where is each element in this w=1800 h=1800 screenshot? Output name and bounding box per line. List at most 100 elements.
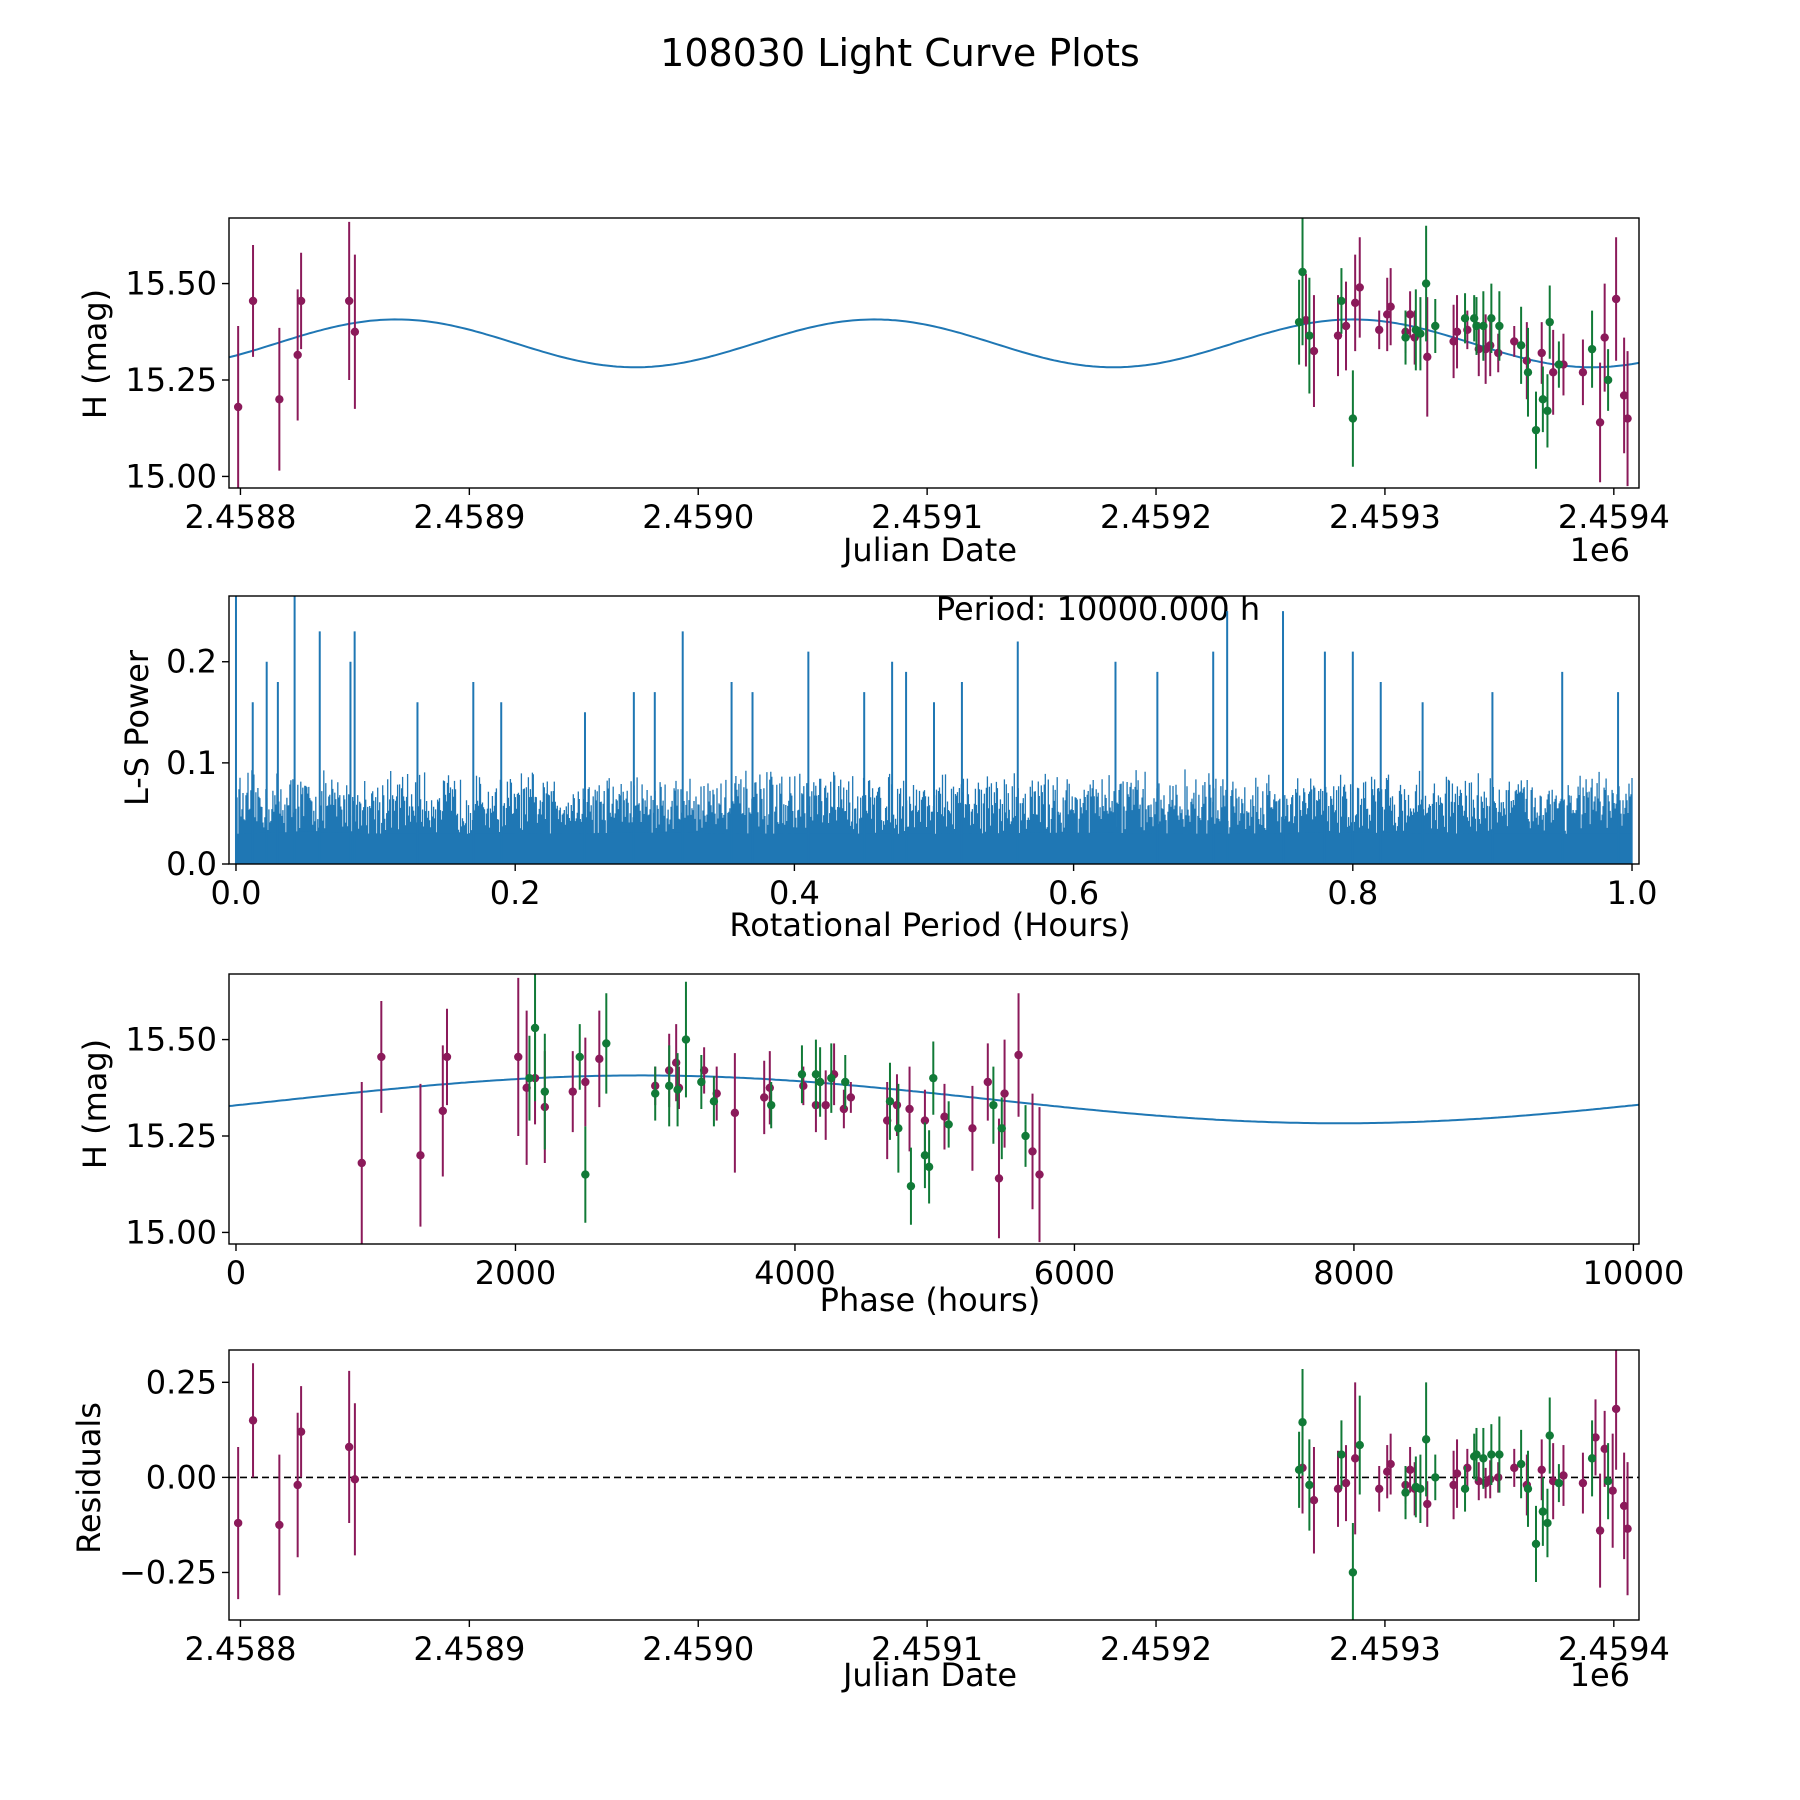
panel-light-curve-band-green-point-5 [1401, 333, 1410, 342]
panel-light-curve-band-purple-point-37 [1623, 414, 1632, 423]
panel-residuals-band-green-point-9 [1421, 1435, 1431, 1444]
panel-periodogram-frame [228, 595, 1640, 865]
panel-residuals-ytick-label-0: −0.25 [119, 1553, 217, 1591]
panel-phase-band-green-point-13 [797, 1070, 807, 1079]
panel-light-curve-band-green-point-24 [1603, 375, 1613, 385]
panel-phase-frame [228, 973, 1640, 1245]
panel-phase-band-green-point-0 [525, 1073, 534, 1083]
panel-residuals-band-purple-point-38 [1623, 1524, 1632, 1533]
panel-residuals-band-purple-point-19 [1449, 1480, 1458, 1490]
panel-phase-band-green-point-3 [575, 1052, 584, 1062]
panel-periodogram: Period: 10000.000 h Rotational Period (H… [118, 590, 1657, 944]
panel-phase-band-green-point-22 [924, 1162, 934, 1172]
panel-light-curve-band-purple-point-12 [1355, 283, 1364, 292]
panel-residuals-band-purple-point-31 [1578, 1478, 1588, 1488]
panel-periodogram-ytick-label-2: 0.2 [166, 643, 217, 681]
panel-light-curve: Julian Date H (mag) 1e6 2.4588 2.4589 2.45… [76, 217, 1670, 569]
panel-light-curve-band-green-point-1 [1298, 267, 1307, 277]
panel-light-curve-band-purple-point-9 [1333, 331, 1343, 340]
panel-residuals-band-purple-point-25 [1494, 1473, 1503, 1482]
panel-residuals-band-purple-point-6 [350, 1475, 360, 1484]
panel-phase-band-green-point-5 [602, 1039, 611, 1048]
panel-phase-band-purple-point-1 [377, 1052, 386, 1062]
panel-light-curve-band-green-point-7 [1416, 329, 1425, 338]
panel-residuals-xlabel: Julian Date [841, 1656, 1017, 1694]
panel-phase-band-green-point-23 [929, 1073, 938, 1083]
panel-periodogram-xtick-label-4: 0.8 [1327, 874, 1378, 912]
panel-light-curve-band-green-point-12 [1472, 321, 1481, 331]
panel-light-curve-xlabel: Julian Date [841, 531, 1017, 569]
panel-light-curve-band-purple-point-34 [1600, 333, 1609, 342]
panel-residuals-band-purple-point-30 [1559, 1471, 1568, 1480]
panel-light-curve-band-green-point-4 [1348, 414, 1358, 423]
panel-residuals-band-purple-point-13 [1383, 1467, 1392, 1476]
panel-phase-band-green-point-17 [841, 1077, 850, 1087]
panel-light-curve-band-purple-point-0 [233, 402, 243, 412]
panel-phase-band-green-point-25 [989, 1100, 998, 1110]
panel-residuals-band-green-point-2 [1305, 1480, 1314, 1490]
panel-phase-plot-area [229, 974, 1639, 1244]
panel-phase-band-purple-point-14 [671, 1058, 681, 1067]
panel-residuals-band-green-point-16 [1495, 1450, 1504, 1459]
panel-light-curve-band-purple-point-10 [1341, 321, 1351, 331]
panel-light-curve-band-purple-point-21 [1452, 327, 1462, 336]
panel-periodogram-xtick-label-1: 0.2 [490, 874, 541, 912]
panel-residuals-xtick-label-6: 2.4594 [1558, 1630, 1670, 1668]
panel-light-curve-band-purple-point-4 [296, 296, 306, 306]
panel-light-curve-band-green-point-22 [1554, 360, 1564, 369]
panel-residuals-band-green-point-21 [1543, 1518, 1552, 1528]
panel-phase-band-purple-point-11 [595, 1054, 604, 1064]
panel-light-curve-band-green-point-20 [1543, 406, 1552, 416]
panel-phase-band-purple-point-33 [983, 1077, 993, 1087]
panel-residuals-band-purple-point-35 [1608, 1486, 1617, 1495]
panel-phase-band-purple-point-3 [438, 1106, 448, 1116]
panel-residuals-band-green-point-8 [1416, 1484, 1425, 1494]
panel-phase-band-green-point-2 [540, 1087, 550, 1096]
panel-phase-ylabel: H (mag) [76, 1039, 114, 1169]
panel-periodogram-plot-area [234, 596, 1633, 864]
panel-light-curve-band-purple-point-25 [1486, 341, 1495, 350]
panel-light-curve-xtick-label-0: 2.4588 [184, 498, 296, 536]
panel-light-curve-band-purple-point-19 [1423, 352, 1432, 362]
panel-residuals-band-purple-point-5 [344, 1442, 354, 1452]
panel-residuals-plot-area [229, 1350, 1639, 1620]
panel-residuals-band-purple-point-16 [1405, 1465, 1415, 1474]
panel-light-curve-ytick-label-2: 15.50 [125, 265, 217, 303]
panel-residuals-band-purple-point-26 [1510, 1463, 1519, 1473]
panel-residuals-ytick-label-2: 0.25 [146, 1363, 217, 1401]
panel-light-curve-band-green-point-3 [1337, 296, 1346, 306]
panel-phase-band-green-point-6 [651, 1089, 660, 1098]
panel-phase-xtick-label-0: 0 [226, 1254, 246, 1292]
panel-light-curve-band-green-point-14 [1487, 314, 1496, 323]
panel-phase-ytick-label-1: 15.25 [125, 1117, 217, 1155]
panel-phase-band-green-point-19 [894, 1124, 903, 1133]
panel-residuals-band-green-point-3 [1337, 1450, 1346, 1459]
panel-residuals-band-green-point-15 [1487, 1450, 1496, 1459]
panel-light-curve-band-purple-point-7 [1301, 316, 1311, 325]
panel-residuals-band-green-point-23 [1554, 1478, 1564, 1488]
panel-light-curve-band-purple-point-13 [1375, 325, 1384, 335]
panel-residuals-band-purple-point-24 [1486, 1475, 1495, 1484]
panel-residuals-band-purple-point-9 [1333, 1484, 1343, 1494]
panel-phase-band-green-point-8 [673, 1085, 682, 1094]
panel-periodogram-xtick-label-0: 0.0 [211, 874, 262, 912]
panel-residuals-band-purple-point-36 [1611, 1404, 1621, 1414]
panel-residuals-band-green-point-18 [1523, 1484, 1533, 1494]
panel-light-curve-band-green-point-16 [1516, 341, 1526, 350]
panel-residuals-band-purple-point-33 [1595, 1526, 1605, 1535]
panel-residuals-xtick-label-1: 2.4589 [413, 1630, 525, 1668]
panel-periodogram-xtick-label-5: 1.0 [1607, 874, 1658, 912]
panel-phase-ytick-label-0: 15.00 [125, 1213, 217, 1251]
panel-light-curve-band-purple-point-27 [1510, 337, 1519, 346]
panel-phase-xtick-label-3: 6000 [1034, 1254, 1115, 1292]
panel-light-curve-ytick-label-0: 15.00 [125, 457, 217, 495]
figure-title: 108030 Light Curve Plots [660, 31, 1140, 75]
panel-light-curve-band-green-point-0 [1294, 317, 1304, 327]
panel-periodogram-ylabel: L-S Power [118, 649, 156, 806]
panel-light-curve-band-green-point-13 [1479, 321, 1488, 331]
panel-residuals-band-green-point-14 [1479, 1454, 1488, 1463]
panel-phase-band-green-point-11 [709, 1097, 719, 1106]
panel-periodogram-ytick-label-0: 0.0 [166, 845, 217, 883]
panel-phase-band-purple-point-2 [416, 1151, 425, 1160]
